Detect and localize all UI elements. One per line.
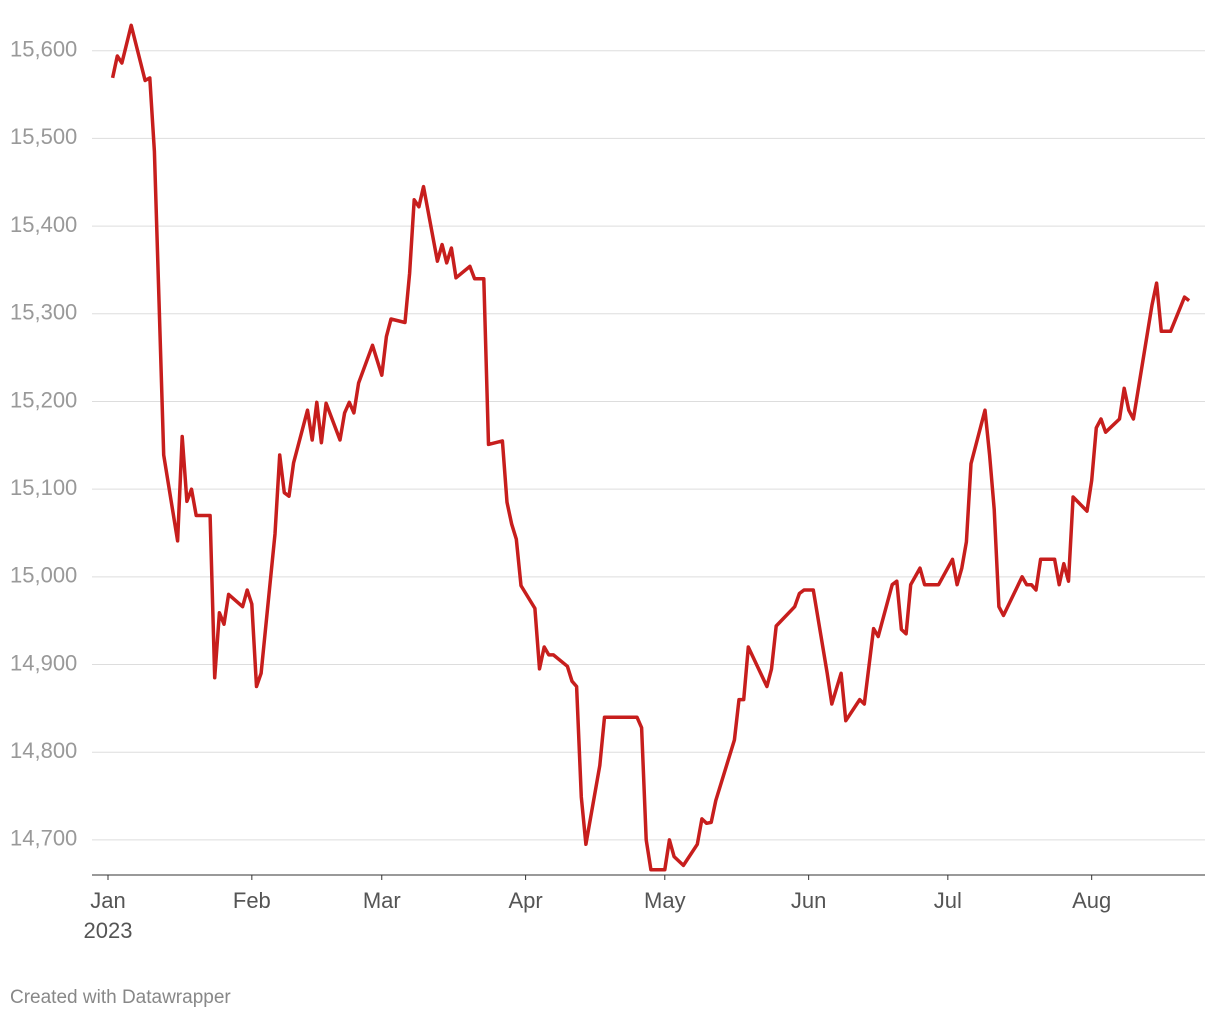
x-tick-label: Aug <box>1072 888 1111 913</box>
footer: Created with Datawrapper <box>10 987 231 1008</box>
y-tick-label: 15,600 <box>10 37 77 62</box>
x-tick-label: Jul <box>934 888 962 913</box>
y-tick-label: 14,900 <box>10 650 77 675</box>
x-tick-label: Jun <box>791 888 826 913</box>
y-tick-label: 15,200 <box>10 387 77 412</box>
y-tick-label: 15,100 <box>10 475 77 500</box>
y-tick-label: 15,400 <box>10 212 77 237</box>
x-tick-label: Mar <box>363 888 401 913</box>
y-tick-label: 15,500 <box>10 124 77 149</box>
x-tick-label: Feb <box>233 888 271 913</box>
x-tick-label: Apr <box>508 888 542 913</box>
y-tick-label: 15,000 <box>10 563 77 588</box>
price-line <box>110 23 1191 872</box>
y-tick-label: 15,300 <box>10 300 77 325</box>
y-tick-label: 14,800 <box>10 738 77 763</box>
x-year-label: 2023 <box>84 918 133 943</box>
x-tick-label: Jan <box>90 888 125 913</box>
x-tick-label: May <box>644 888 686 913</box>
y-tick-label: 14,700 <box>10 826 77 851</box>
